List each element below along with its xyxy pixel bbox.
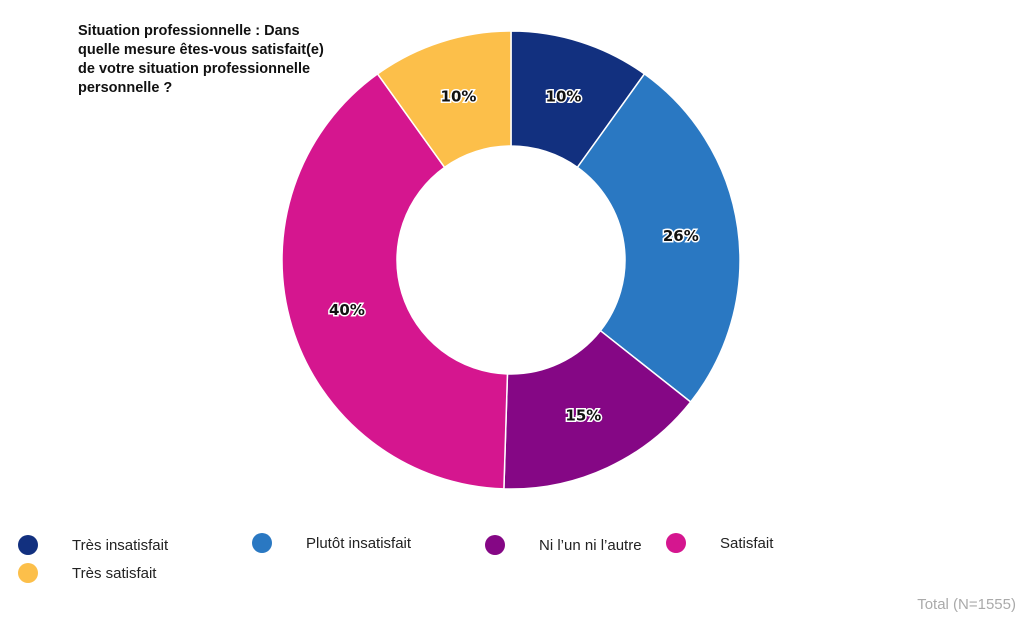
- legend-swatch: [485, 535, 505, 555]
- title-line: personnelle ?: [78, 80, 173, 96]
- donut-slice-4: [281, 72, 509, 490]
- legend-label: Ni l’un ni l’autre: [539, 536, 642, 554]
- data-label: 10%: [441, 88, 477, 106]
- legend-item-ni-lun-ni-lautre: Ni l’un ni l’autre: [485, 535, 642, 555]
- legend-label: Satisfait: [720, 534, 774, 552]
- chart-title: Situation professionnelle : Dans quelle …: [78, 22, 324, 98]
- legend-swatch: [18, 535, 38, 555]
- legend-label: Très satisfait: [72, 564, 157, 582]
- donut-slice-5: [376, 30, 512, 169]
- title-line: de votre situation professionnelle: [78, 61, 311, 77]
- donut-slice-3: [503, 329, 692, 490]
- total-note: Total (N=1555): [917, 596, 1016, 613]
- data-label: 10%: [546, 88, 582, 106]
- legend-swatch: [252, 533, 272, 553]
- title-line: Situation professionnelle : Dans: [78, 23, 300, 39]
- legend-item-satisfait: Satisfait: [666, 533, 773, 553]
- data-label: 40%: [329, 301, 365, 319]
- legend-item-tres-insatisfait: Très insatisfait: [18, 535, 168, 555]
- donut-slice-2: [576, 72, 741, 404]
- legend-label: Très insatisfait: [72, 536, 169, 554]
- title-line: quelle mesure êtes-vous satisfait(e): [78, 42, 324, 58]
- data-label: 15%: [565, 406, 601, 424]
- legend-swatch: [18, 563, 38, 583]
- legend-swatch: [666, 533, 686, 553]
- data-label: 26%: [663, 227, 699, 245]
- legend-item-tres-satisfait: Très satisfait: [18, 563, 156, 583]
- donut-chart: 10% 26% 15% 40% 10%: [281, 30, 741, 490]
- legend-label: Plutôt insatisfait: [306, 534, 412, 552]
- legend-item-plutot-insatisfait: Plutôt insatisfait: [252, 533, 411, 553]
